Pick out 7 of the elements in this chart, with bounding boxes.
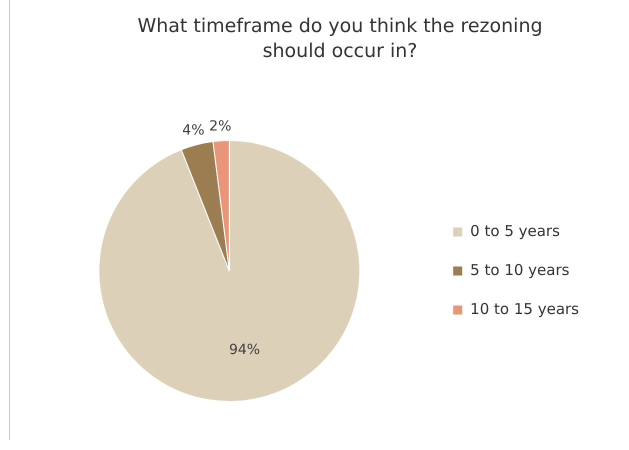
legend-label: 5 to 10 years: [470, 260, 570, 279]
legend-label: 10 to 15 years: [470, 300, 580, 318]
data-label: 94%: [228, 342, 260, 358]
data-label: 2%: [209, 118, 232, 134]
data-label: 4%: [182, 122, 205, 139]
legend-label: 0 to 5 years: [470, 222, 560, 240]
chart-title: What timeframe do you think the rezoning should occur in?: [136, 14, 544, 64]
